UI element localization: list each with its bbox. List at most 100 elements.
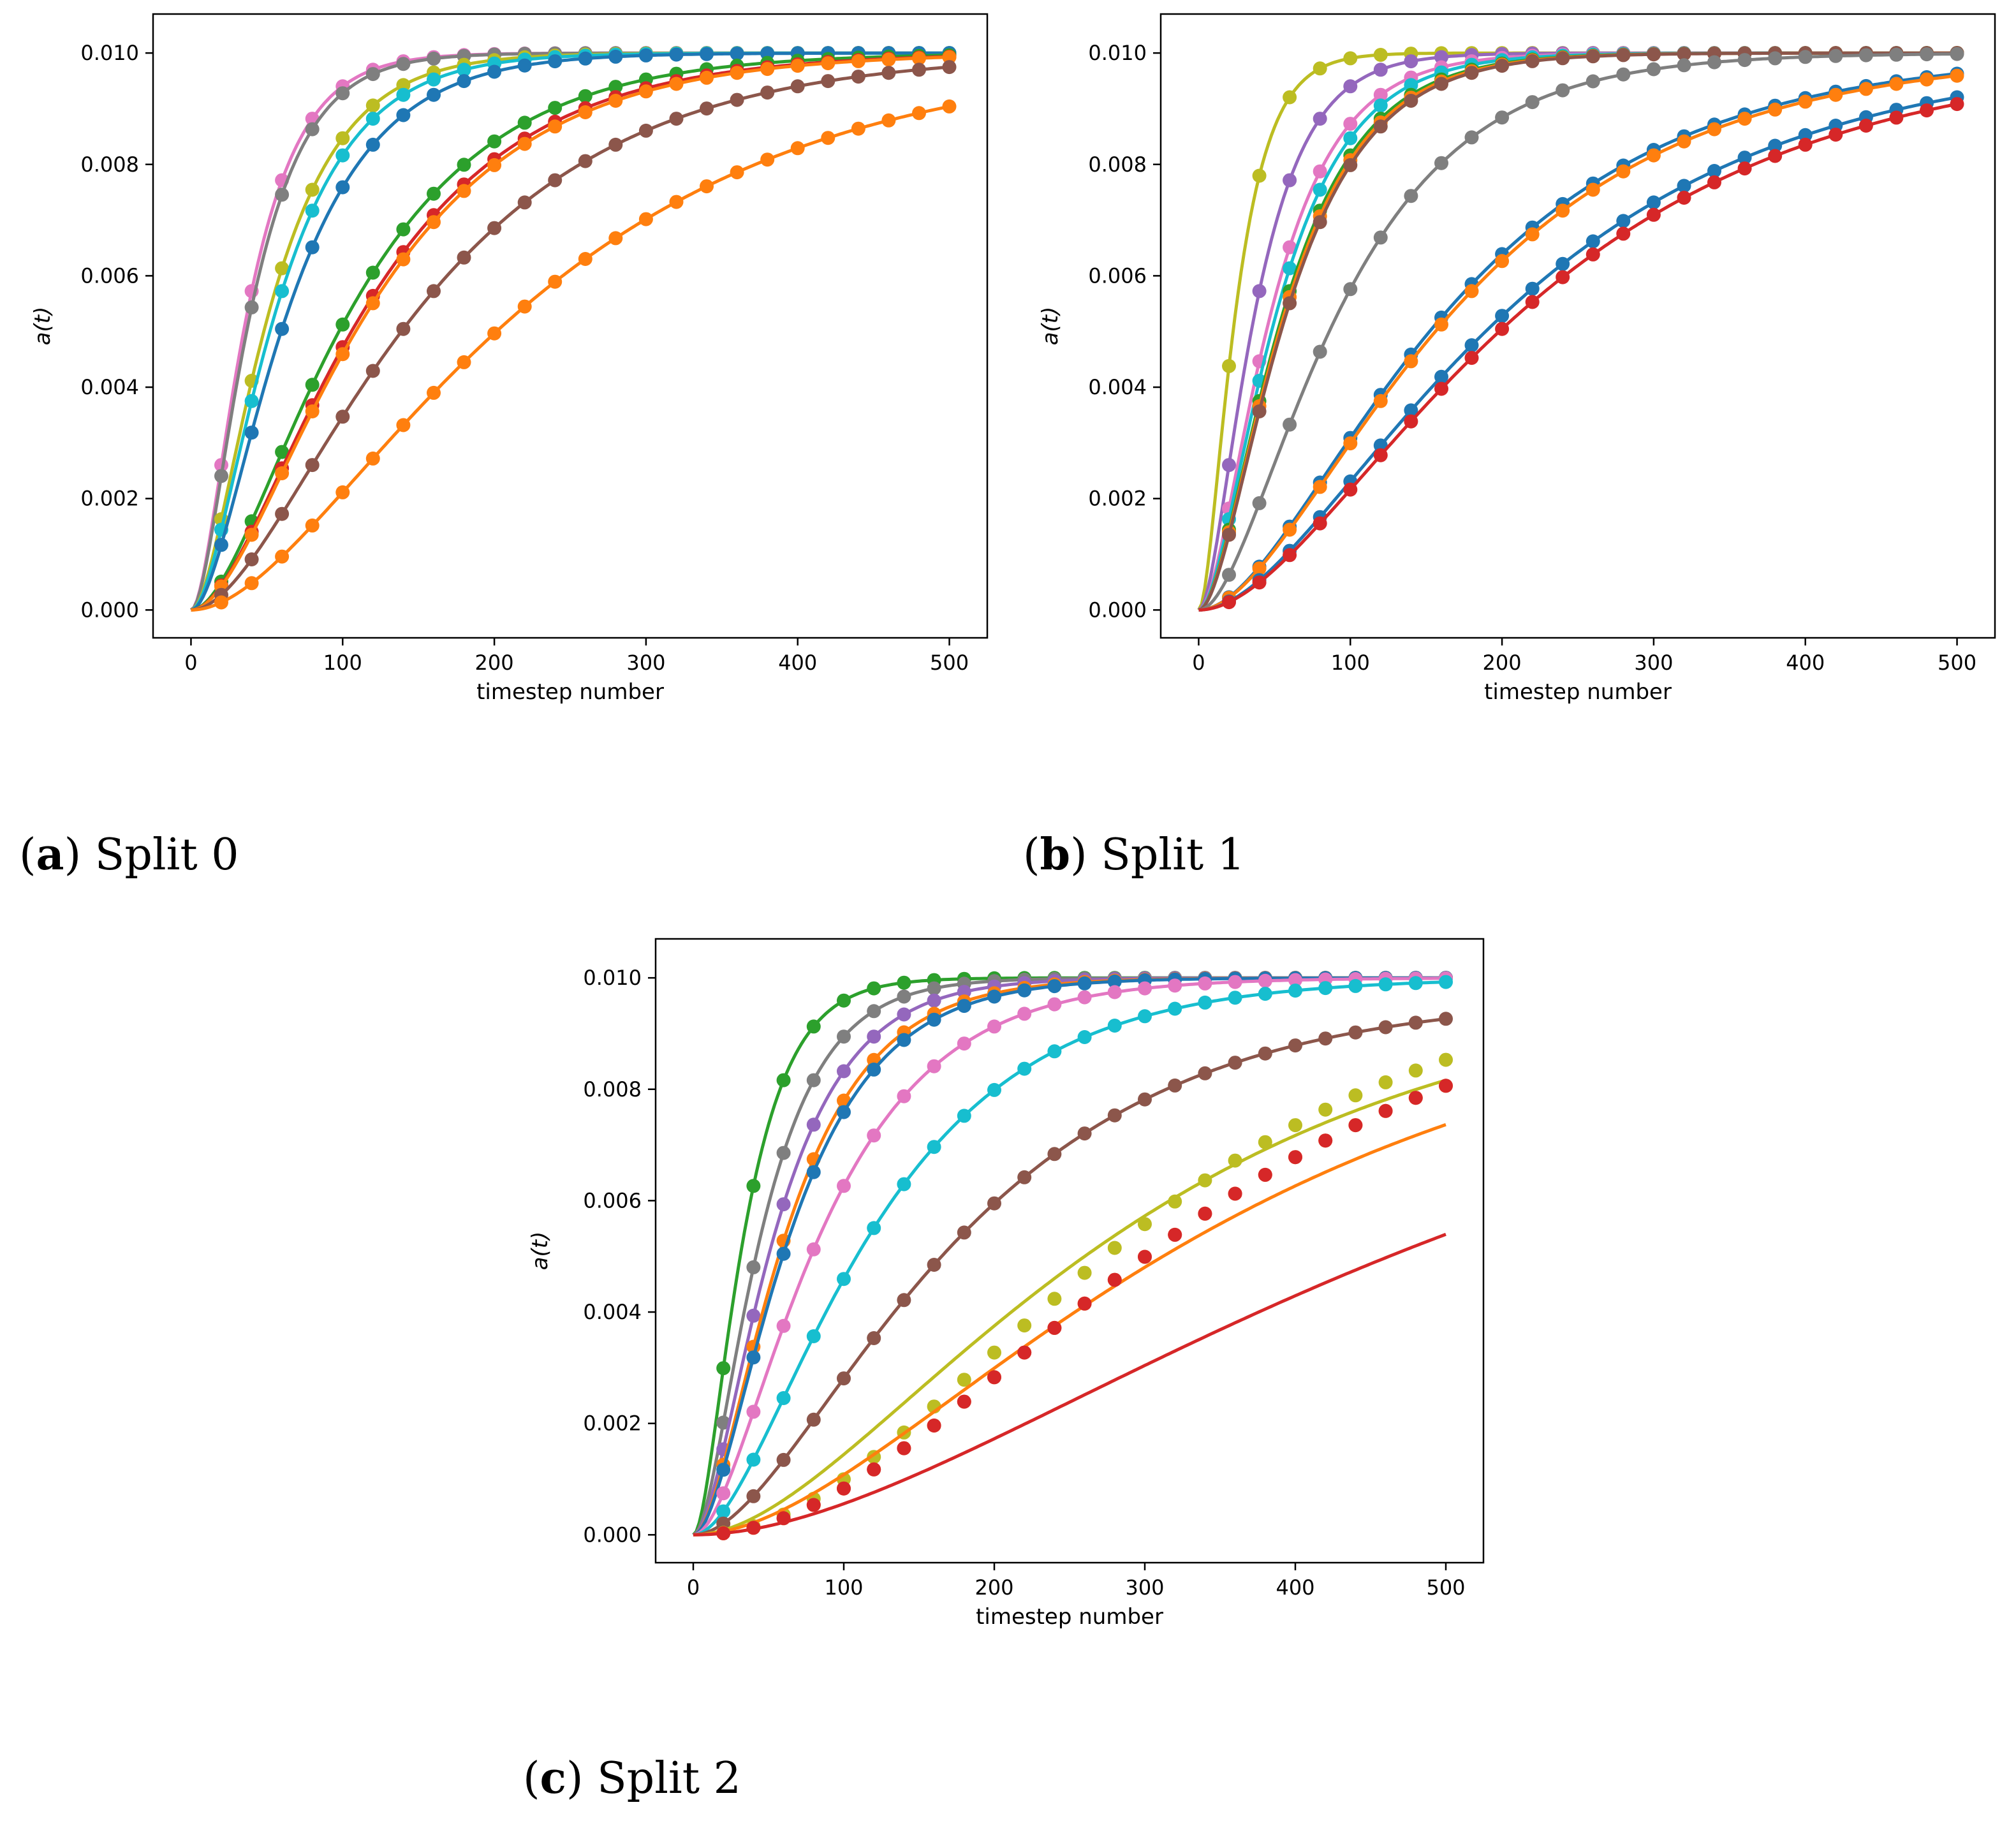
data-point-blue bbox=[517, 58, 532, 73]
data-point-purple bbox=[746, 1308, 761, 1323]
data-point-brown bbox=[1228, 1056, 1242, 1070]
data-point-cyan bbox=[806, 1329, 821, 1343]
y-axis-label: a(t) bbox=[30, 307, 55, 346]
data-point-green bbox=[335, 317, 350, 332]
data-point-olive bbox=[305, 182, 320, 197]
data-point-brown bbox=[638, 123, 653, 138]
data-point-red bbox=[1798, 137, 1813, 152]
y-tick-label: 0.010 bbox=[80, 41, 139, 65]
data-point-orange-1 bbox=[608, 94, 623, 108]
data-point-pink bbox=[987, 1019, 1001, 1034]
data-point-gray bbox=[1950, 47, 1964, 61]
data-point-red bbox=[1464, 351, 1479, 365]
chart-panel-c: 0 100 200 300 400 500 0.000 0.002 0.004 0.006 0.00… bbox=[527, 938, 1485, 1630]
data-point-gray bbox=[1556, 83, 1570, 98]
data-point-gray bbox=[1737, 53, 1752, 68]
data-point-orange-1 bbox=[638, 84, 653, 99]
data-point-red bbox=[1646, 207, 1661, 222]
series-line-brown bbox=[191, 65, 950, 612]
data-point-olive bbox=[1168, 1194, 1182, 1209]
data-point-red bbox=[1495, 321, 1510, 336]
data-point-orange-2 bbox=[1313, 480, 1327, 494]
data-point-blue bbox=[746, 1350, 761, 1365]
data-point-brown bbox=[1047, 1147, 1062, 1161]
data-point-orange-1 bbox=[821, 56, 835, 71]
data-point-brown bbox=[730, 92, 744, 107]
data-point-blue bbox=[365, 137, 380, 152]
y-tick-label: 0.004 bbox=[583, 1300, 642, 1324]
data-point-olive bbox=[1107, 1241, 1122, 1255]
data-point-green bbox=[487, 134, 502, 149]
data-point-blue bbox=[837, 1105, 851, 1119]
data-point-red bbox=[716, 1526, 731, 1540]
data-point-olive bbox=[1348, 1088, 1363, 1103]
data-point-blue bbox=[1047, 979, 1062, 994]
data-point-orange-1 bbox=[942, 50, 957, 64]
data-point-pink bbox=[837, 1179, 851, 1193]
data-point-red bbox=[1222, 595, 1236, 610]
x-tick-label: 400 bbox=[1786, 651, 1825, 675]
y-axis-label: a(t) bbox=[1038, 307, 1063, 346]
data-point-orange-2 bbox=[1343, 436, 1358, 451]
data-point-red bbox=[1950, 97, 1964, 112]
data-point-cyan bbox=[776, 1391, 791, 1405]
data-point-orange-2 bbox=[881, 113, 896, 128]
data-point-cyan bbox=[1228, 991, 1242, 1005]
data-point-cyan bbox=[1017, 1061, 1032, 1076]
y-tick-label: 0.006 bbox=[583, 1188, 642, 1213]
data-point-orange-1 bbox=[578, 105, 592, 119]
data-point-brown bbox=[1408, 1015, 1423, 1030]
data-point-purple bbox=[897, 1007, 911, 1022]
data-point-brown bbox=[1107, 1108, 1122, 1123]
data-point-blue bbox=[275, 321, 290, 336]
data-point-blue-2 bbox=[1737, 151, 1752, 165]
data-point-brown bbox=[776, 1452, 791, 1467]
data-point-pink bbox=[1288, 973, 1302, 987]
data-point-pink bbox=[716, 1486, 731, 1501]
data-point-orange-2 bbox=[365, 451, 380, 466]
data-point-blue bbox=[1017, 983, 1032, 998]
data-point-orange-1 bbox=[548, 119, 563, 134]
data-point-orange-2 bbox=[396, 418, 411, 432]
data-point-orange-1 bbox=[427, 215, 441, 230]
data-point-gray bbox=[1373, 230, 1388, 245]
data-point-green bbox=[578, 89, 592, 103]
x-tick-label: 400 bbox=[1276, 1575, 1314, 1600]
data-point-brown bbox=[427, 284, 441, 299]
data-point-brown bbox=[305, 458, 320, 473]
data-point-cyan bbox=[746, 1452, 761, 1467]
data-point-brown bbox=[1313, 215, 1327, 230]
data-point-orange-1 bbox=[305, 404, 320, 418]
data-point-pink bbox=[1343, 117, 1358, 131]
data-point-cyan bbox=[457, 63, 471, 77]
series-line-orange-1 bbox=[693, 976, 1446, 1537]
data-point-red bbox=[897, 1441, 911, 1456]
data-point-orange-2 bbox=[1586, 182, 1600, 197]
data-point-red bbox=[927, 1419, 941, 1433]
data-point-orange-2 bbox=[851, 121, 865, 136]
data-point-brown bbox=[1646, 47, 1661, 62]
data-point-brown bbox=[1348, 1025, 1363, 1040]
plot-frame bbox=[152, 13, 989, 639]
data-point-pink bbox=[1228, 975, 1242, 989]
data-point-orange-2 bbox=[1707, 122, 1721, 136]
data-point-cyan bbox=[427, 72, 441, 87]
data-point-orange-2 bbox=[638, 212, 653, 226]
y-tick-label: 0.000 bbox=[1088, 598, 1147, 622]
data-point-cyan bbox=[1107, 1019, 1122, 1033]
data-point-olive bbox=[365, 98, 380, 113]
plot-frame bbox=[654, 938, 1485, 1564]
data-point-blue bbox=[957, 999, 971, 1014]
y-tick-label: 0.008 bbox=[583, 1077, 642, 1102]
data-point-orange-2 bbox=[790, 141, 805, 156]
data-point-orange-2 bbox=[305, 518, 320, 533]
data-point-pink bbox=[1017, 1006, 1032, 1021]
y-tick-label: 0.008 bbox=[80, 152, 139, 177]
data-point-brown bbox=[608, 137, 623, 152]
data-point-gray bbox=[837, 1029, 851, 1044]
data-point-blue bbox=[897, 1033, 911, 1047]
data-point-blue bbox=[244, 425, 259, 440]
data-point-red bbox=[1586, 247, 1600, 262]
data-point-red bbox=[1707, 175, 1721, 189]
data-point-brown bbox=[244, 552, 259, 566]
